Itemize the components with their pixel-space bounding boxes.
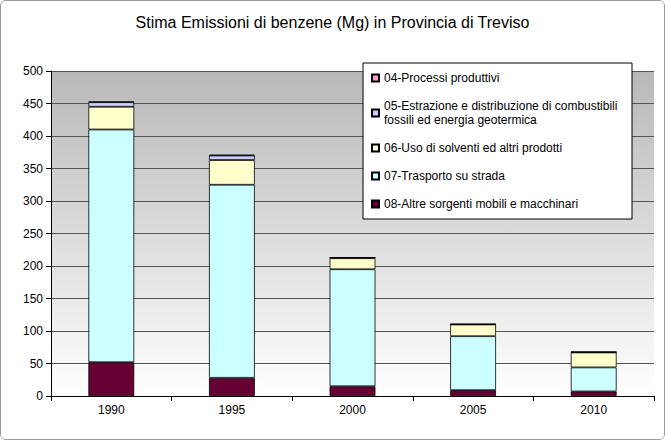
svg-text:08-Altre sorgenti mobili e mac: 08-Altre sorgenti mobili e macchinari xyxy=(384,197,578,211)
svg-text:07-Trasporto su strada: 07-Trasporto su strada xyxy=(384,169,505,183)
svg-text:2005: 2005 xyxy=(460,403,487,417)
svg-text:0: 0 xyxy=(36,389,43,403)
svg-text:250: 250 xyxy=(23,227,43,241)
svg-text:350: 350 xyxy=(23,162,43,176)
svg-text:06-Uso di solventi ed altri pr: 06-Uso di solventi ed altri prodotti xyxy=(384,141,562,155)
svg-text:05-Estrazione e distribuzione: 05-Estrazione e distribuzione di combust… xyxy=(384,99,621,113)
svg-text:100: 100 xyxy=(23,324,43,338)
svg-text:04-Processi produttivi: 04-Processi produttivi xyxy=(384,71,499,85)
svg-text:400: 400 xyxy=(23,129,43,143)
svg-text:200: 200 xyxy=(23,259,43,273)
svg-text:2000: 2000 xyxy=(339,403,366,417)
svg-text:1995: 1995 xyxy=(219,403,246,417)
svg-text:150: 150 xyxy=(23,292,43,306)
svg-text:450: 450 xyxy=(23,97,43,111)
svg-text:fossili ed energia geotermica: fossili ed energia geotermica xyxy=(384,113,537,127)
svg-text:50: 50 xyxy=(30,357,44,371)
svg-text:2010: 2010 xyxy=(580,403,607,417)
svg-text:Stima Emissioni di benzene (Mg: Stima Emissioni di benzene (Mg) in Provi… xyxy=(136,14,530,31)
svg-text:500: 500 xyxy=(23,64,43,78)
svg-text:1990: 1990 xyxy=(98,403,125,417)
svg-text:300: 300 xyxy=(23,194,43,208)
